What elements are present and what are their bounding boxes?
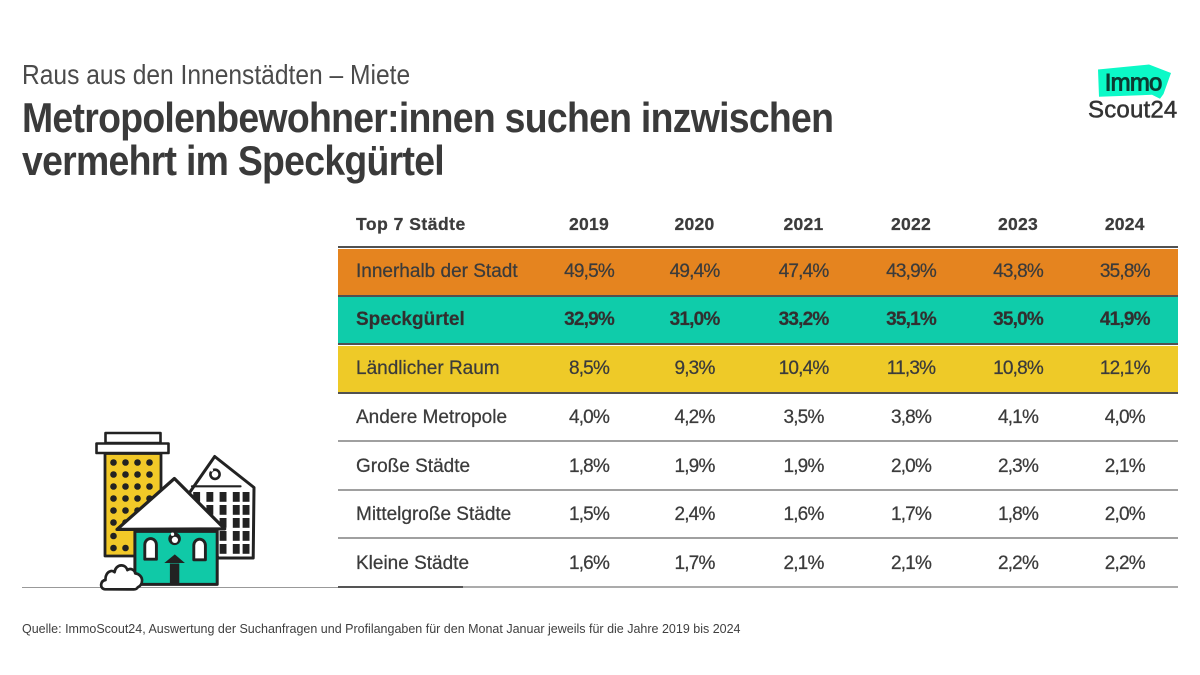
- svg-text:Scout24: Scout24: [1088, 96, 1177, 123]
- svg-text:Immo: Immo: [1105, 69, 1162, 96]
